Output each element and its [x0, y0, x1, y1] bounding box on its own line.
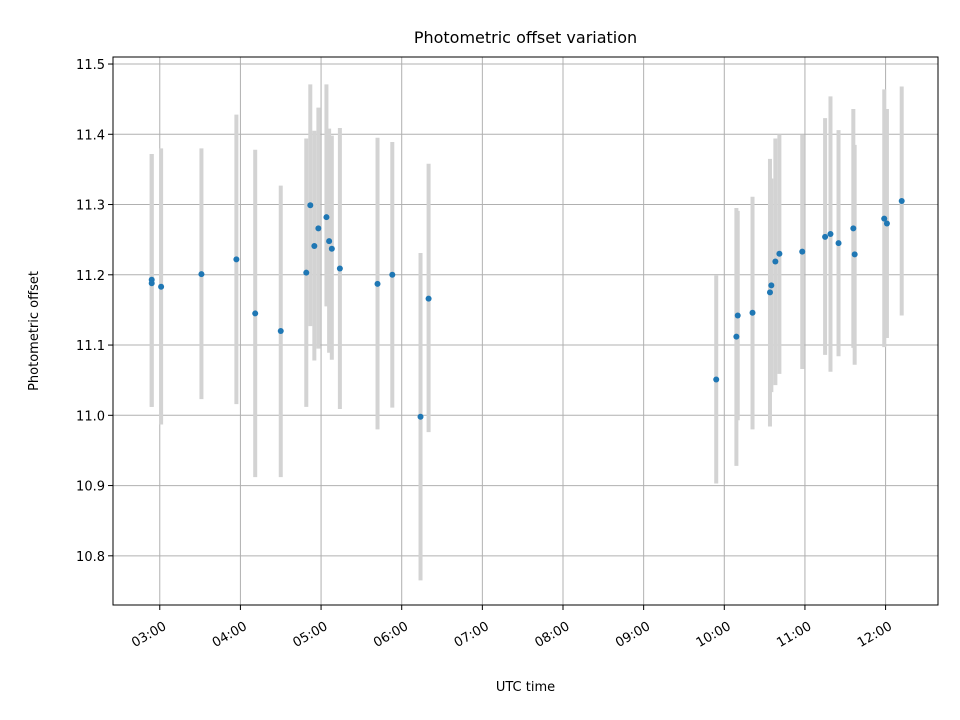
data-point — [198, 271, 205, 278]
y-tick-label: 11.4 — [76, 128, 105, 143]
data-point — [328, 245, 335, 252]
data-point — [158, 283, 165, 290]
y-tick-label: 10.8 — [76, 550, 105, 565]
data-point — [898, 198, 905, 205]
data-point — [148, 280, 155, 287]
data-point — [713, 376, 720, 383]
data-point — [749, 309, 756, 316]
data-point — [374, 280, 381, 287]
plot-frame — [112, 56, 939, 606]
y-axis-label: Photometric offset — [27, 271, 42, 391]
data-point — [425, 295, 432, 302]
data-point — [881, 215, 888, 222]
data-point — [307, 202, 314, 209]
data-point — [850, 225, 857, 232]
data-point — [303, 269, 310, 276]
data-point — [336, 265, 343, 272]
data-point — [326, 238, 333, 245]
y-tick-label: 11.0 — [76, 409, 105, 424]
y-tick-label: 10.9 — [76, 480, 105, 495]
y-tick-label: 11.5 — [76, 58, 105, 73]
y-tick-label: 11.2 — [76, 269, 105, 284]
data-point — [734, 312, 741, 319]
data-point — [252, 310, 259, 317]
data-point — [389, 271, 396, 278]
data-point — [827, 231, 834, 238]
data-point — [733, 333, 740, 340]
data-point — [883, 220, 890, 227]
y-tick-label: 11.1 — [76, 339, 105, 354]
data-point — [766, 289, 773, 296]
data-point — [323, 214, 330, 221]
data-point — [315, 225, 322, 232]
point-layer — [148, 198, 905, 420]
x-axis-label: UTC time — [496, 680, 555, 695]
data-point — [822, 233, 829, 240]
data-point — [776, 250, 783, 257]
data-point — [835, 240, 842, 247]
data-point — [772, 258, 779, 265]
data-point — [311, 242, 318, 249]
y-axis-ticks: 10.8 10.9 11.0 11.1 11.2 11.3 11.4 11.5 — [76, 58, 113, 565]
data-point — [799, 248, 806, 255]
data-point — [277, 328, 284, 334]
data-point — [768, 282, 775, 289]
data-point — [417, 413, 424, 420]
data-point — [233, 256, 240, 263]
chart-title: Photometric offset variation — [414, 28, 637, 47]
data-point — [851, 251, 858, 258]
y-tick-label: 11.3 — [76, 199, 105, 214]
